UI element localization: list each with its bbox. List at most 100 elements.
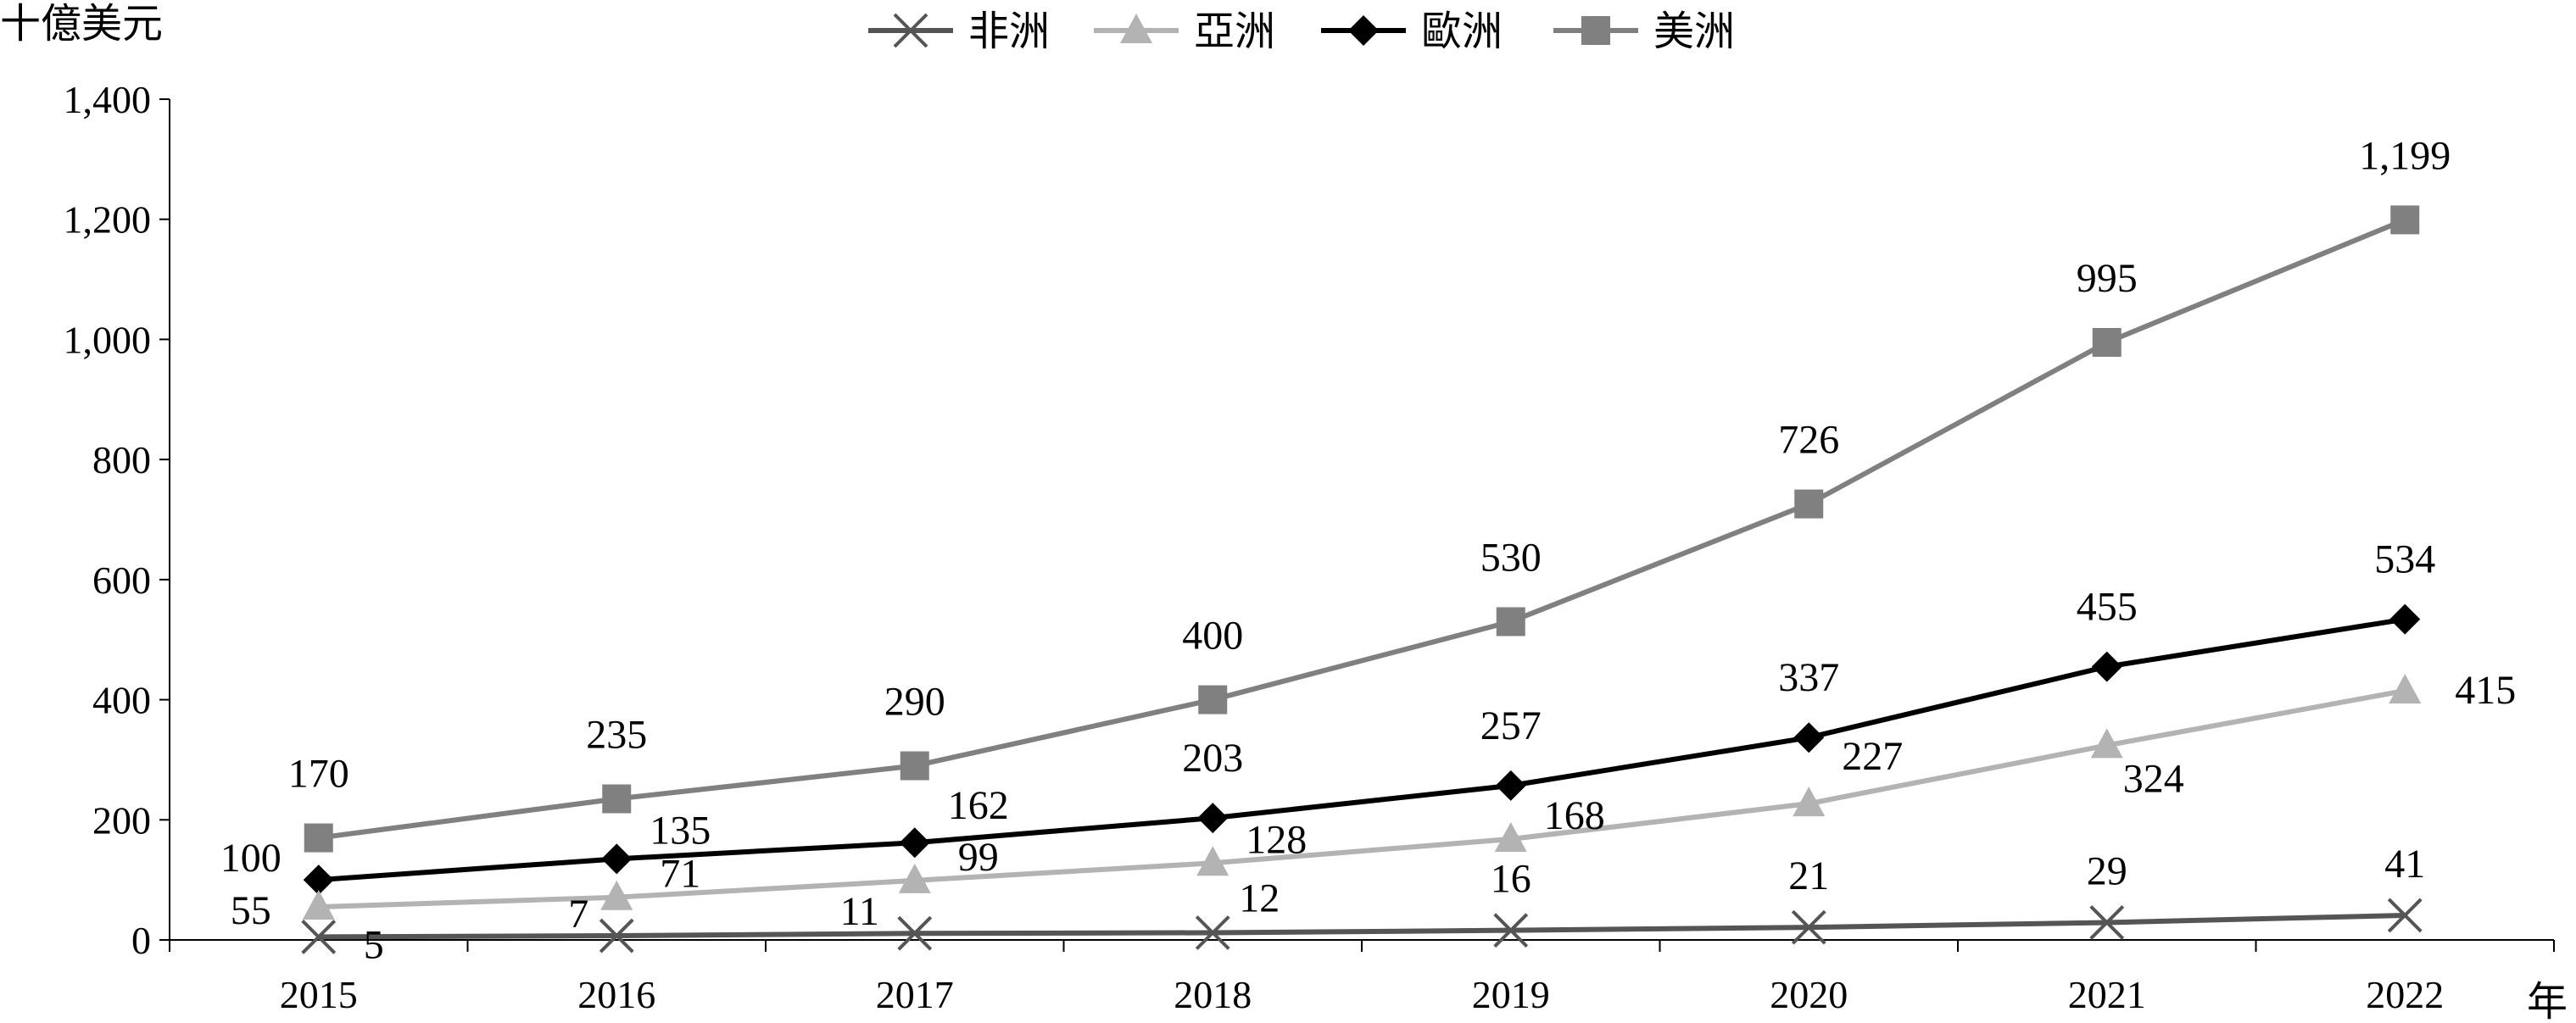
x-tick-label: 2019 [1472,973,1550,1016]
data-point [897,915,933,951]
y-tick-label: 600 [92,559,151,602]
legend-marker [1581,16,1610,45]
x-tick-label: 2017 [876,973,954,1016]
series-3 [304,205,2420,853]
data-label: 170 [288,752,349,797]
data-label: 455 [2077,585,2138,630]
data-point [1197,803,1229,834]
y-tick-label: 1,200 [64,198,152,242]
data-label: 16 [1491,857,1531,902]
x-tick-label: 2016 [577,973,655,1016]
data-point [1794,489,1824,519]
data-point [1198,685,1228,714]
data-label: 168 [1544,793,1605,838]
series-1 [302,673,2422,920]
data-label: 29 [2087,848,2127,893]
data-label: 1,199 [2359,133,2451,178]
data-point [2089,905,2125,940]
data-point [600,880,633,910]
data-point [1793,787,1826,817]
data-label: 5 [364,922,384,967]
x-tick-label: 2018 [1174,973,1252,1016]
legend-item-1: 亞洲 [1094,8,1275,55]
series-group [301,205,2423,954]
data-point [599,918,634,954]
legend-label: 美洲 [1653,8,1735,55]
data-point [301,920,337,954]
data-point [898,863,931,893]
data-point [2092,327,2122,357]
data-point [899,827,930,859]
data-point [2390,205,2420,235]
data-label: 99 [958,835,999,880]
y-tick-label: 200 [92,798,151,842]
data-label: 135 [650,808,711,853]
data-label: 55 [231,888,271,933]
data-label: 162 [948,783,1009,828]
x-tick-label: 2021 [2068,973,2146,1016]
legend-label: 非洲 [968,8,1050,55]
data-label: 324 [2123,756,2184,801]
legend-item-2: 歐洲 [1321,8,1503,55]
data-point [2091,651,2122,682]
legend: 非洲 亞洲 歐洲 美洲 [868,8,1735,55]
data-label: 203 [1182,736,1243,781]
y-tick-label: 400 [92,679,151,722]
data-point [2389,603,2421,635]
data-label: 995 [2077,256,2138,301]
legend-label: 歐洲 [1421,8,1503,55]
y-tick-label: 800 [92,438,151,481]
y-tick-label: 1,000 [64,318,152,361]
x-axis-title: 年 [2527,978,2568,1023]
data-point [601,843,633,875]
data-label: 400 [1182,614,1243,659]
data-labels: 5 7 11 12 16 21 29 41 55 71 99 128 168 227 324 415 100 13… [220,133,2517,967]
data-label: 235 [586,712,647,757]
data-point [2090,728,2123,759]
x-tick-label: 2015 [280,973,358,1016]
data-point [1195,915,1230,950]
series-line [318,217,2406,841]
series-2 [303,603,2421,896]
legend-item-0: 非洲 [868,8,1050,55]
data-label: 11 [840,889,879,934]
data-point [1791,909,1826,945]
data-point [1793,722,1825,753]
y-tick-label: 1,400 [64,78,152,121]
data-point [304,823,333,853]
legend-item-3: 美洲 [1553,8,1735,55]
x-tick-label: 2020 [1770,973,1848,1016]
data-label: 128 [1246,817,1307,862]
data-label: 726 [1778,418,1839,463]
data-label: 12 [1239,876,1280,920]
data-label: 290 [884,680,945,725]
data-point [900,751,929,781]
y-ticks: 0 200 400 600 800 1,000 1,200 1,400 [64,78,170,962]
legend-marker [1348,15,1379,46]
legend-marker [1120,14,1152,43]
data-label: 534 [2374,537,2435,582]
series-line [318,912,2406,940]
data-point [1494,821,1527,852]
legend-label: 亞洲 [1194,8,1275,55]
data-label: 41 [2384,842,2425,887]
axes [169,99,2554,941]
data-label: 337 [1778,655,1839,700]
data-point [2389,673,2422,703]
series-0 [301,898,2423,954]
data-point [1495,770,1526,801]
data-point [1493,913,1529,948]
x-tick-label: 2022 [2366,973,2444,1016]
data-label: 530 [1480,535,1542,580]
legend-marker [893,13,928,48]
data-point [602,784,632,814]
data-label: 71 [660,852,700,897]
y-axis-title: 十億美元 [0,0,163,47]
series-line [318,687,2406,910]
series-line [318,616,2406,883]
data-point [2387,898,2423,933]
data-label: 227 [1842,734,1903,779]
data-label: 415 [2455,668,2516,713]
data-label: 257 [1480,703,1542,748]
